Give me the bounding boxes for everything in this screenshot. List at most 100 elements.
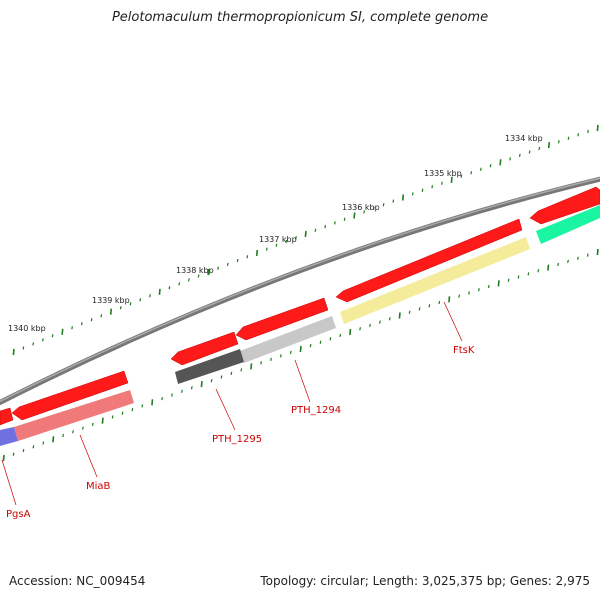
outer-tick-48	[480, 167, 482, 171]
gene-label-ftsk: FtsK	[453, 345, 475, 356]
genome-summary-text: Topology: circular; Length: 3,025,375 bp…	[260, 574, 590, 588]
outer-tick-24	[246, 255, 249, 259]
outer-tick-36	[363, 210, 365, 214]
outer-tick-53	[528, 150, 531, 154]
outer-tick-2	[32, 342, 35, 346]
inner-tick-58	[577, 256, 579, 260]
cds-forward-4	[170, 331, 239, 366]
outer-tick-35	[353, 212, 356, 219]
inner-tick-56	[557, 262, 559, 267]
outer-tick-14	[149, 294, 151, 298]
map-title: Pelotomaculum thermopropionicum SI, comp…	[111, 10, 489, 25]
outer-tick-8	[90, 318, 93, 322]
outer-scale-ticks	[12, 124, 599, 356]
inner-tick-34	[339, 333, 342, 338]
outer-tick-15	[158, 288, 161, 295]
inner-tick-36	[359, 327, 361, 331]
leader-pth1294	[294, 359, 311, 403]
inner-tick-35	[349, 328, 352, 336]
leader-pth1295	[215, 388, 236, 431]
outer-tick-30	[304, 230, 307, 238]
outer-tick-37	[372, 206, 375, 210]
outer-tick-52	[518, 153, 521, 158]
inner-tick-60	[596, 248, 599, 256]
accession-text: Accession: NC_009454	[9, 574, 146, 588]
inner-tick-22	[220, 375, 223, 379]
outer-tick-41	[411, 192, 414, 196]
inner-tick-59	[586, 253, 589, 257]
inner-tick-13	[131, 407, 134, 412]
inner-tick-37	[369, 323, 371, 328]
inner-tick-51	[507, 278, 510, 282]
inner-tick-33	[329, 337, 332, 341]
inner-tick-18	[181, 389, 183, 393]
outer-tick-17	[178, 282, 181, 286]
feature-pth1294-grey	[240, 316, 336, 363]
inner-tick-7	[72, 430, 74, 434]
inner-tick-55	[547, 264, 550, 271]
inner-tick-26	[260, 361, 262, 365]
outer-tick-54	[538, 146, 541, 151]
tick-label-1337: 1337 kbp	[259, 235, 297, 244]
outer-tick-0	[12, 348, 15, 356]
inner-tick-42	[418, 307, 421, 311]
inner-tick-43	[428, 304, 431, 308]
inner-tick-12	[121, 411, 124, 415]
inner-tick-1	[12, 452, 15, 456]
inner-tick-23	[230, 371, 233, 376]
outer-tick-5	[61, 328, 64, 335]
outer-tick-58	[577, 133, 580, 137]
gene-label-pth1295: PTH_1295	[212, 434, 262, 445]
inner-tick-24	[240, 368, 243, 372]
inner-tick-45	[448, 296, 451, 303]
feature-pth1295-dark	[175, 349, 244, 384]
outer-tick-39	[392, 199, 395, 203]
tick-label-1340: 1340 kbp	[8, 324, 46, 333]
inner-tick-31	[309, 343, 312, 348]
outer-tick-31	[314, 228, 317, 232]
inner-tick-30	[299, 345, 302, 353]
cds-forward-5	[11, 370, 129, 421]
inner-tick-15	[151, 399, 154, 406]
inner-tick-8	[82, 426, 84, 430]
inner-tick-20	[200, 381, 203, 388]
inner-tick-5	[52, 436, 55, 443]
gene-label-miab: MiaB	[86, 481, 111, 492]
inner-tick-41	[408, 310, 411, 314]
outer-tick-1	[22, 346, 25, 350]
inner-tick-17	[171, 393, 173, 397]
gene-label-pgsa: PgsA	[6, 509, 31, 520]
inner-tick-38	[379, 320, 381, 324]
inner-tick-19	[190, 386, 193, 390]
outer-tick-3	[42, 338, 44, 342]
outer-tick-55	[547, 142, 551, 149]
inner-tick-53	[527, 272, 530, 276]
inner-tick-3	[32, 445, 35, 449]
inner-tick-54	[537, 269, 540, 273]
outer-tick-50	[499, 159, 502, 166]
genome-backbone	[0, 176, 600, 406]
feature-pgsa-blue	[0, 427, 18, 446]
outer-tick-57	[567, 136, 570, 140]
outer-tick-9	[100, 314, 103, 318]
tick-label-1339: 1339 kbp	[92, 296, 130, 305]
outer-tick-18	[188, 278, 190, 282]
outer-tick-40	[401, 194, 405, 201]
outer-tick-13	[139, 298, 142, 302]
outer-tick-29	[295, 236, 297, 240]
outer-tick-32	[324, 224, 327, 229]
inner-tick-0	[2, 454, 5, 462]
inner-tick-6	[62, 433, 64, 438]
inner-tick-29	[289, 350, 292, 355]
genome-backbone-highlight	[0, 177, 600, 403]
outer-tick-56	[557, 140, 560, 144]
outer-tick-10	[109, 308, 113, 315]
inner-scale-ticks	[2, 248, 599, 462]
outer-tick-22	[226, 262, 229, 267]
outer-tick-20	[207, 269, 210, 276]
leader-ftsk	[443, 301, 463, 342]
outer-tick-34	[343, 217, 346, 221]
inner-tick-25	[250, 363, 253, 370]
